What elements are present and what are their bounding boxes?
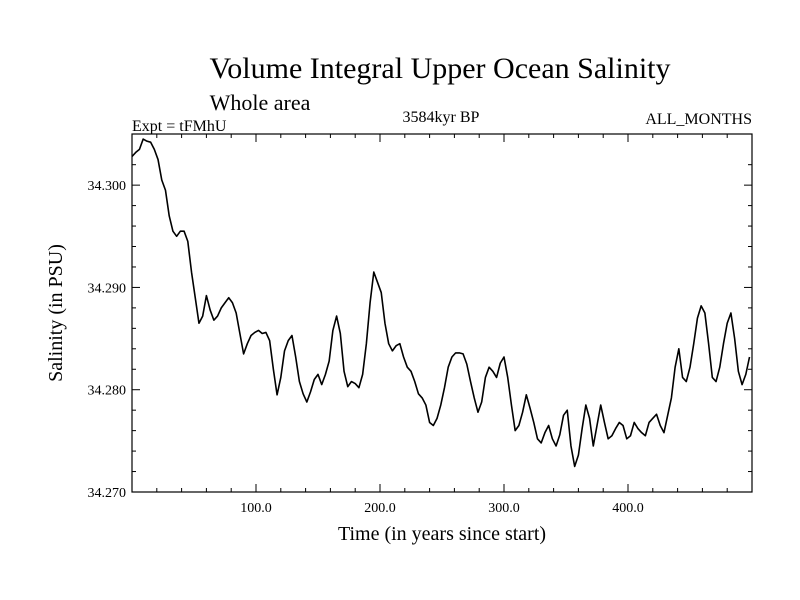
x-axis-ticks	[156, 134, 728, 492]
salinity-series-line	[131, 138, 751, 468]
x-tick-label: 200.0	[364, 501, 396, 516]
y-axis-tick-labels: 34.270 34.280 34.290 34.300	[88, 179, 127, 501]
x-tick-label: 400.0	[612, 501, 644, 516]
x-axis-label: Time (in years since start)	[338, 523, 546, 545]
chart-title: Volume Integral Upper Ocean Salinity	[210, 52, 671, 85]
x-tick-label: 100.0	[240, 501, 272, 516]
x-tick-label: 300.0	[488, 501, 520, 516]
period-label: 3584kyr BP	[403, 109, 480, 126]
months-label: ALL_MONTHS	[645, 111, 752, 128]
y-tick-label: 34.300	[88, 179, 127, 194]
y-axis-label: Salinity (in PSU)	[45, 244, 67, 382]
y-tick-label: 34.270	[88, 486, 127, 501]
x-axis-tick-labels: 100.0 200.0 300.0 400.0	[240, 501, 644, 516]
chart-subtitle: Whole area	[210, 90, 311, 115]
plot-frame	[131, 133, 753, 493]
y-tick-label: 34.280	[88, 384, 127, 399]
experiment-label: Expt = tFMhU	[132, 118, 227, 135]
y-axis-ticks	[132, 164, 752, 473]
y-tick-label: 34.290	[88, 281, 127, 296]
